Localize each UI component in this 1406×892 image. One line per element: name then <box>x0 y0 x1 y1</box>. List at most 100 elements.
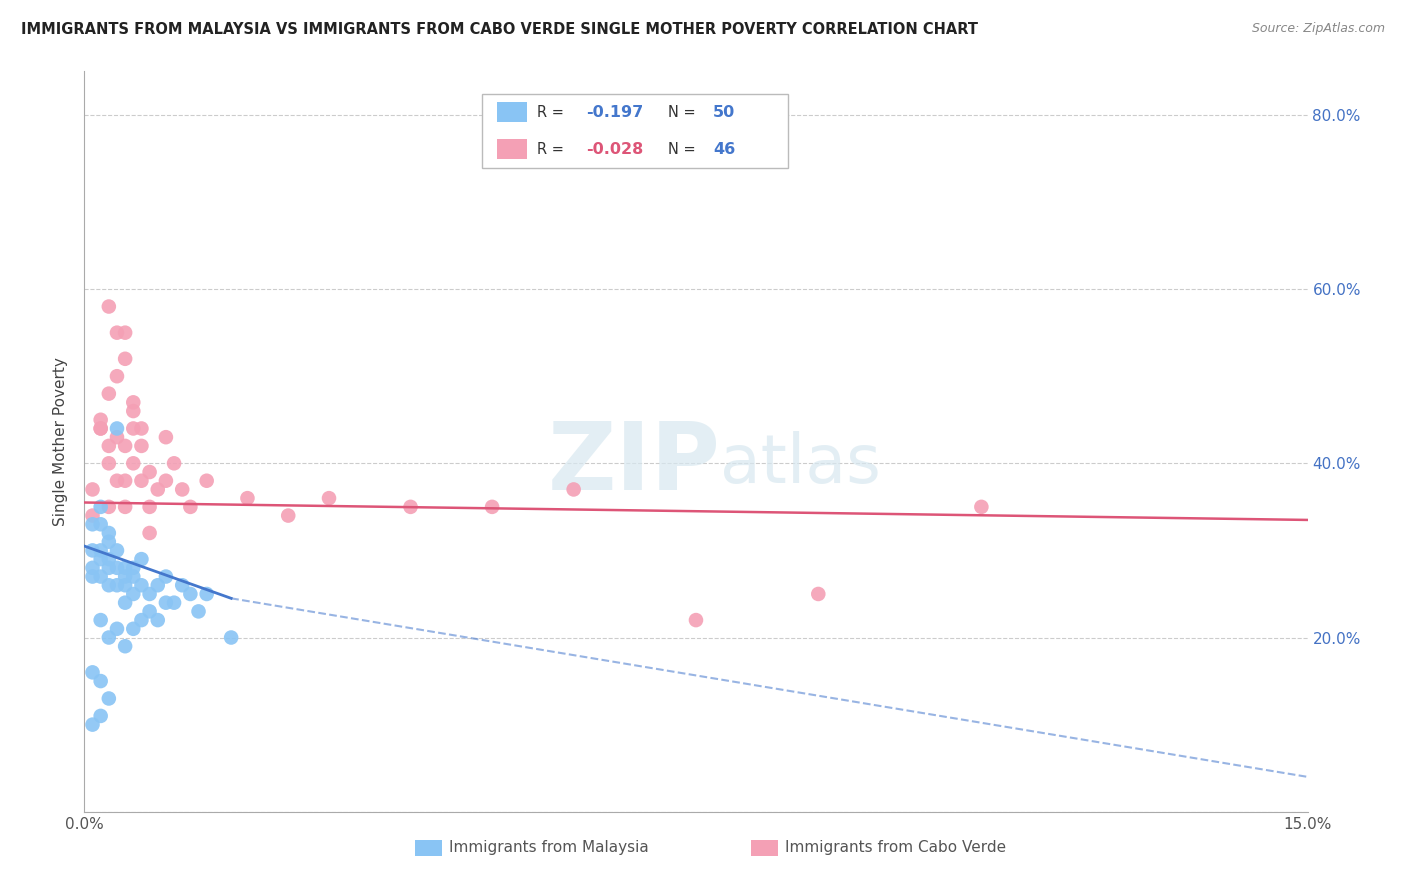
Text: Immigrants from Cabo Verde: Immigrants from Cabo Verde <box>786 840 1007 855</box>
Point <box>138 526 160 541</box>
Point <box>114 639 136 653</box>
Text: Source: ZipAtlas.com: Source: ZipAtlas.com <box>1251 22 1385 36</box>
Point <box>105 578 128 592</box>
Point <box>236 491 259 505</box>
Bar <box>496 139 527 160</box>
Text: IMMIGRANTS FROM MALAYSIA VS IMMIGRANTS FROM CABO VERDE SINGLE MOTHER POVERTY COR: IMMIGRANTS FROM MALAYSIA VS IMMIGRANTS F… <box>21 22 979 37</box>
Point <box>105 622 128 636</box>
Point <box>195 474 218 488</box>
Point <box>105 430 128 444</box>
Point <box>90 421 112 435</box>
Point <box>82 665 104 680</box>
Point <box>114 578 136 592</box>
Point <box>219 631 242 645</box>
Point <box>179 500 201 514</box>
Point <box>970 500 993 514</box>
Point <box>138 465 160 479</box>
Point <box>105 326 128 340</box>
Point <box>155 569 177 583</box>
Point <box>114 439 136 453</box>
Point <box>172 578 194 592</box>
Point <box>187 604 209 618</box>
Point <box>131 421 153 435</box>
Point <box>155 430 177 444</box>
Text: R =: R = <box>537 142 568 157</box>
Point <box>131 439 153 453</box>
Point <box>318 491 340 505</box>
Point <box>146 483 169 497</box>
Point <box>105 543 128 558</box>
Text: Immigrants from Malaysia: Immigrants from Malaysia <box>449 840 648 855</box>
Point <box>90 613 112 627</box>
Point <box>90 413 112 427</box>
Y-axis label: Single Mother Poverty: Single Mother Poverty <box>53 357 69 526</box>
Point <box>399 500 422 514</box>
Text: 50: 50 <box>713 104 735 120</box>
Point <box>97 456 120 470</box>
Point <box>105 421 128 435</box>
Point <box>82 508 104 523</box>
Point <box>138 500 160 514</box>
Point <box>97 500 120 514</box>
Point <box>131 552 153 566</box>
Point <box>131 578 153 592</box>
Point <box>82 561 104 575</box>
Point <box>122 569 145 583</box>
Point <box>807 587 830 601</box>
Point <box>97 691 120 706</box>
Text: atlas: atlas <box>720 431 882 497</box>
Bar <box>496 102 527 122</box>
Point <box>163 456 186 470</box>
Point <box>114 326 136 340</box>
Text: 46: 46 <box>713 142 735 157</box>
Point <box>90 500 112 514</box>
Text: -0.197: -0.197 <box>586 104 643 120</box>
Point <box>90 674 112 689</box>
Point <box>138 604 160 618</box>
Point <box>114 351 136 366</box>
Point <box>195 587 218 601</box>
Text: N =: N = <box>668 104 700 120</box>
Point <box>122 395 145 409</box>
Point <box>97 439 120 453</box>
Point <box>163 596 186 610</box>
Point <box>82 483 104 497</box>
Point <box>114 500 136 514</box>
Point <box>114 561 136 575</box>
Point <box>97 561 120 575</box>
Point <box>131 474 153 488</box>
Point <box>105 474 128 488</box>
Point <box>138 587 160 601</box>
Bar <box>415 840 441 856</box>
Point <box>685 613 707 627</box>
Point <box>481 500 503 514</box>
Point <box>97 534 120 549</box>
Point <box>105 561 128 575</box>
Point <box>114 569 136 583</box>
Point <box>90 552 112 566</box>
Point <box>122 421 145 435</box>
Point <box>97 386 120 401</box>
Point <box>90 421 112 435</box>
Point <box>90 543 112 558</box>
FancyBboxPatch shape <box>482 94 787 168</box>
Point <box>114 596 136 610</box>
Point <box>179 587 201 601</box>
Point <box>146 578 169 592</box>
Point <box>172 483 194 497</box>
Text: R =: R = <box>537 104 568 120</box>
Point <box>90 517 112 532</box>
Point <box>146 613 169 627</box>
Point <box>114 474 136 488</box>
Point <box>155 596 177 610</box>
Point <box>97 578 120 592</box>
Point <box>155 474 177 488</box>
Point <box>277 508 299 523</box>
Point <box>82 569 104 583</box>
Text: N =: N = <box>668 142 700 157</box>
Point <box>90 709 112 723</box>
Point <box>122 561 145 575</box>
Text: -0.028: -0.028 <box>586 142 643 157</box>
Point <box>82 517 104 532</box>
Point <box>82 543 104 558</box>
